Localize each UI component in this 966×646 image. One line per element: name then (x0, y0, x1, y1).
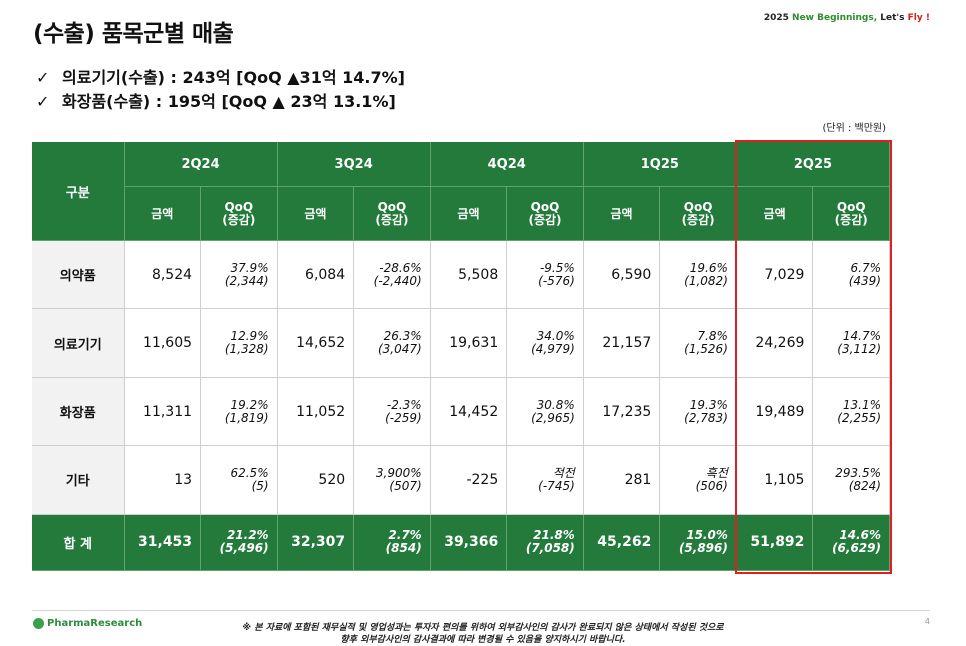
amount-cell: 17,235 (583, 377, 661, 447)
amount-cell: 5,508 (430, 240, 508, 310)
company-logo: PharmaResearch (33, 618, 142, 629)
amount-cell: 13 (124, 445, 202, 515)
check-icon: ✓ (36, 68, 50, 87)
row-label: 합 계 (32, 514, 125, 572)
amount-cell: 11,605 (124, 308, 202, 378)
qoq-cell: -9.5% (-576) (506, 240, 584, 310)
qoq-cell: 15.0% (5,896) (659, 514, 737, 572)
amount-cell: 51,892 (736, 514, 814, 572)
qoq-cell: 2.7% (854) (353, 514, 431, 572)
logo-icon (33, 618, 44, 629)
qoq-cell: 293.5% (824) (812, 445, 890, 515)
amount-cell: 21,157 (583, 308, 661, 378)
bullet-medical-device: ✓ 의료기기(수출) : 243억 [QoQ ▲31억 14.7%] (36, 66, 405, 90)
unit-label: (단위 : 백만원) (822, 123, 886, 134)
qoq-cell: 7.8% (1,526) (659, 308, 737, 378)
row-label: 화장품 (32, 377, 125, 447)
amount-cell: 520 (277, 445, 355, 515)
amount-cell: 6,084 (277, 240, 355, 310)
subheader-amount: 금액 (124, 186, 202, 241)
header-period: 1Q25 (583, 142, 737, 187)
qoq-cell: 적전 (-745) (506, 445, 584, 515)
amount-cell: 39,366 (430, 514, 508, 572)
subheader-amount: 금액 (736, 186, 814, 241)
amount-cell: 14,452 (430, 377, 508, 447)
header-period: 2Q25 (736, 142, 891, 187)
slogan: 2025 New Beginnings, Let's Fly ! (763, 13, 930, 23)
qoq-cell: 30.8% (2,965) (506, 377, 584, 447)
qoq-cell: 21.8% (7,058) (506, 514, 584, 572)
header-period: 3Q24 (277, 142, 431, 187)
subheader-amount: 금액 (277, 186, 355, 241)
qoq-cell: 19.2% (1,819) (200, 377, 278, 447)
amount-cell: 45,262 (583, 514, 661, 572)
subheader-qoq: QoQ (증감) (353, 186, 431, 241)
subheader-qoq: QoQ (증감) (659, 186, 737, 241)
header-period: 2Q24 (124, 142, 278, 187)
subheader-amount: 금액 (430, 186, 508, 241)
header-period: 4Q24 (430, 142, 584, 187)
page-number: 4 (924, 617, 930, 626)
amount-cell: 11,052 (277, 377, 355, 447)
header-category: 구분 (32, 142, 125, 241)
qoq-cell: 14.7% (3,112) (812, 308, 890, 378)
footer-divider (32, 610, 930, 611)
qoq-cell: 흑전 (506) (659, 445, 737, 515)
amount-cell: 14,652 (277, 308, 355, 378)
qoq-cell: 19.6% (1,082) (659, 240, 737, 310)
check-icon: ✓ (36, 92, 50, 111)
subheader-amount: 금액 (583, 186, 661, 241)
qoq-cell: 26.3% (3,047) (353, 308, 431, 378)
amount-cell: 7,029 (736, 240, 814, 310)
sales-by-product-table: 구분 2Q24 3Q24 4Q24 1Q25 2Q25 금액 QoQ (증감) 금액 Q… (32, 142, 891, 572)
amount-cell: 31,453 (124, 514, 202, 572)
amount-cell: 32,307 (277, 514, 355, 572)
table-row: 의료기기 11,605 12.9% (1,328) 14,652 26.3% (3,047)… (32, 308, 890, 378)
qoq-cell: 14.6% (6,629) (812, 514, 890, 572)
summary-bullets: ✓ 의료기기(수출) : 243억 [QoQ ▲31억 14.7%] ✓ 화장품(수… (36, 66, 405, 114)
qoq-cell: -28.6% (-2,440) (353, 240, 431, 310)
table-row: 화장품 11,311 19.2% (1,819) 11,052 -2.3% (-259) 14… (32, 377, 890, 447)
amount-cell: 8,524 (124, 240, 202, 310)
qoq-cell: -2.3% (-259) (353, 377, 431, 447)
row-label: 기타 (32, 445, 125, 515)
subheader-qoq: QoQ (증감) (506, 186, 584, 241)
qoq-cell: 34.0% (4,979) (506, 308, 584, 378)
amount-cell: -225 (430, 445, 508, 515)
amount-cell: 19,489 (736, 377, 814, 447)
amount-cell: 1,105 (736, 445, 814, 515)
disclaimer: ※ 본 자료에 포함된 재무실적 및 영업성과는 투자자 편의를 위하여 외부감… (242, 623, 724, 645)
amount-cell: 281 (583, 445, 661, 515)
amount-cell: 6,590 (583, 240, 661, 310)
qoq-cell: 21.2% (5,496) (200, 514, 278, 572)
qoq-cell: 3,900% (507) (353, 445, 431, 515)
page-title: (수출) 품목군별 매출 (33, 21, 234, 47)
qoq-cell: 13.1% (2,255) (812, 377, 890, 447)
subheader-qoq: QoQ (증감) (200, 186, 278, 241)
subheader-qoq: QoQ (증감) (812, 186, 890, 241)
qoq-cell: 62.5% (5) (200, 445, 278, 515)
amount-cell: 24,269 (736, 308, 814, 378)
table-row: 의약품 8,524 37.9% (2,344) 6,084 -28.6% (-2,440) 5… (32, 240, 890, 310)
qoq-cell: 6.7% (439) (812, 240, 890, 310)
row-label: 의료기기 (32, 308, 125, 378)
table-row: 기타 13 62.5% (5) 520 3,900% (507) -225 적전 (-745) 28… (32, 445, 890, 515)
bullet-cosmetics: ✓ 화장품(수출) : 195억 [QoQ ▲ 23억 13.1%] (36, 90, 405, 114)
total-row: 합 계 31,453 21.2% (5,496) 32,307 2.7% (854) 39,3… (32, 514, 890, 572)
amount-cell: 11,311 (124, 377, 202, 447)
qoq-cell: 19.3% (2,783) (659, 377, 737, 447)
amount-cell: 19,631 (430, 308, 508, 378)
qoq-cell: 12.9% (1,328) (200, 308, 278, 378)
qoq-cell: 37.9% (2,344) (200, 240, 278, 310)
row-label: 의약품 (32, 240, 125, 310)
